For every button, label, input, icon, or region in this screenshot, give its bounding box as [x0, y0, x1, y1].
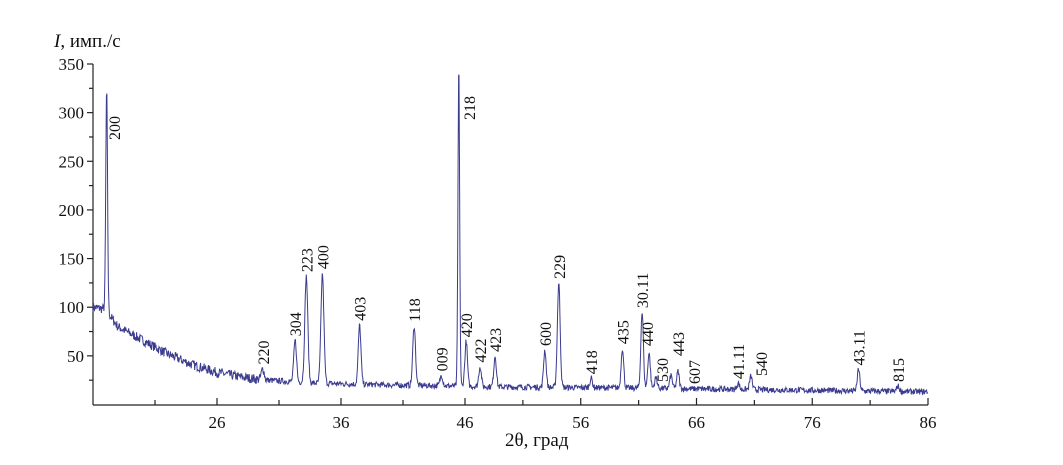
x-tick-label: 36 — [333, 413, 350, 432]
peak-label: 443 — [671, 332, 688, 356]
peak-label: 43.11 — [852, 330, 869, 365]
y-axis-title-symbol: I — [53, 31, 62, 52]
peak-label: 420 — [459, 313, 476, 337]
y-tick-label: 250 — [59, 152, 85, 171]
x-tick-label: 46 — [457, 413, 474, 432]
peak-label: 223 — [299, 248, 316, 272]
y-tick-label: 350 — [59, 55, 85, 74]
y-tick-label: 150 — [59, 250, 85, 269]
x-tick-label: 76 — [804, 413, 821, 432]
x-tick-label: 66 — [688, 413, 705, 432]
peak-label: 218 — [462, 96, 479, 120]
peak-label: 530 — [655, 358, 672, 382]
peak-label: 30.11 — [635, 273, 652, 308]
peak-label: 423 — [488, 328, 505, 352]
peak-label: 009 — [434, 347, 451, 371]
peak-label: 118 — [407, 298, 424, 321]
peak-label: 400 — [315, 245, 332, 269]
peak-label: 435 — [615, 320, 632, 344]
peak-label: 304 — [288, 312, 305, 336]
diffraction-trace — [92, 74, 928, 396]
peak-label: 607 — [687, 360, 704, 384]
peak-label: 815 — [891, 358, 908, 382]
peak-label: 600 — [538, 322, 555, 346]
peak-label: 220 — [256, 341, 273, 365]
x-tick-label: 26 — [209, 413, 226, 432]
x-axis-title: 2θ, град — [505, 430, 569, 451]
peak-label: 440 — [640, 322, 657, 346]
y-tick-label: 200 — [59, 201, 85, 220]
peak-label: 540 — [754, 352, 771, 376]
peak-label: 422 — [473, 339, 490, 363]
peak-label: 41.11 — [731, 344, 748, 379]
peak-label: 418 — [584, 350, 601, 374]
y-tick-label: 300 — [59, 104, 85, 123]
y-axis-title-units: , имп./с — [60, 31, 120, 52]
y-axis-title: I, имп./с — [53, 31, 121, 52]
peak-label: 200 — [107, 116, 124, 140]
x-tick-label: 86 — [920, 413, 937, 432]
peak-label: 403 — [353, 297, 370, 321]
x-tick-label: 56 — [572, 413, 589, 432]
peak-label: 229 — [552, 255, 569, 279]
y-tick-label: 50 — [67, 347, 84, 366]
y-tick-label: 100 — [59, 298, 85, 317]
